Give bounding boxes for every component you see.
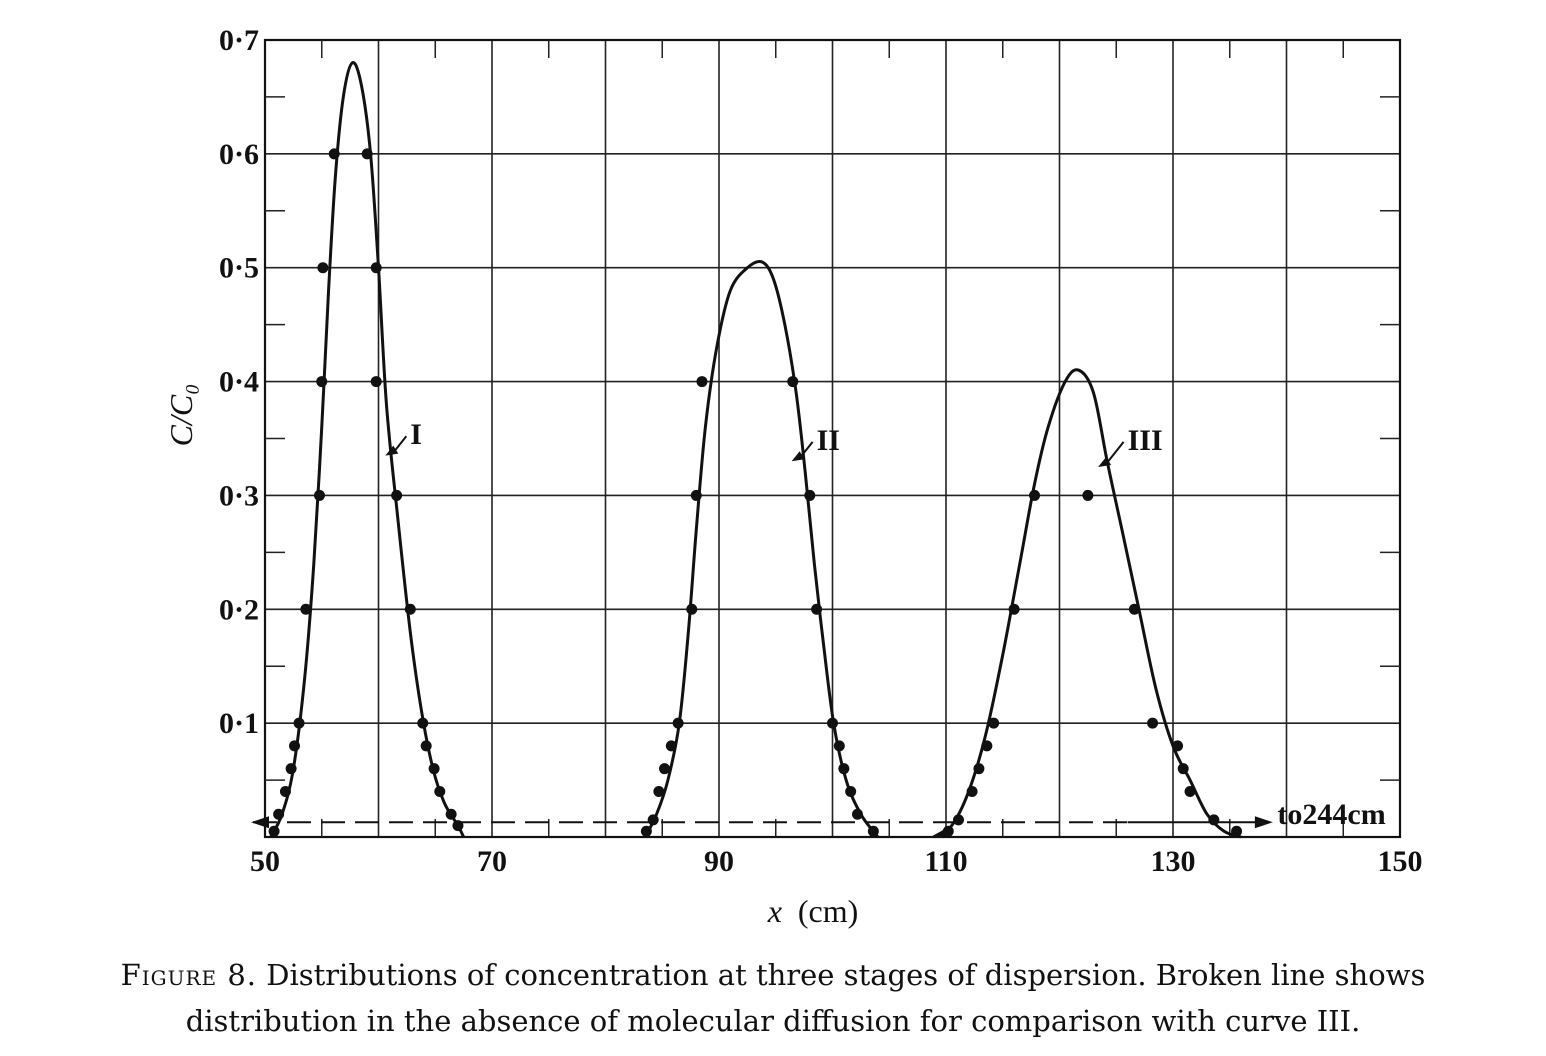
data-point-II [811, 603, 823, 615]
data-point-I [361, 148, 373, 160]
data-point-II [787, 376, 799, 388]
data-point-II [804, 489, 816, 501]
data-point-I [452, 820, 464, 832]
curve-label-II: II [817, 424, 840, 457]
reference-line-label: to244cm [1277, 798, 1385, 831]
curve-pointer-head-II [791, 451, 805, 462]
reference-arrow-right [1254, 816, 1273, 829]
data-point-I [300, 603, 312, 615]
data-point-I [404, 603, 416, 615]
x-tick-label: 70 [477, 845, 507, 878]
grid-lines [265, 40, 1400, 837]
data-point-I [370, 376, 382, 388]
data-point-III [1172, 740, 1184, 752]
data-point-I [289, 740, 301, 752]
x-axis-label: x (cm) [767, 893, 859, 929]
data-point-III [1208, 814, 1220, 826]
data-point-I [285, 763, 297, 775]
curve-pointer-head-I [385, 445, 399, 456]
y-tick-label: 0·7 [219, 24, 259, 57]
data-point-III [1184, 785, 1196, 797]
x-tick-label: 50 [250, 845, 280, 878]
data-point-III [1029, 489, 1041, 501]
data-point-I [391, 489, 403, 501]
y-tick-labels: 0·1 0·2 0·3 0·4 0·5 0·6 0·7 [219, 24, 259, 740]
data-point-III [1231, 825, 1243, 837]
figure-caption-text: Distributions of concentration at three … [185, 958, 1426, 1038]
data-point-II [845, 785, 857, 797]
data-point-I [445, 808, 457, 820]
data-point-I [420, 740, 432, 752]
curve-label-III: III [1128, 424, 1163, 457]
curve-II [643, 259, 880, 838]
data-point-II [672, 717, 684, 729]
data-point-III [966, 785, 978, 797]
data-point-I [428, 763, 440, 775]
x-tick-labels: 50 70 90 110 130 150 [250, 845, 1423, 878]
data-point-II [838, 763, 850, 775]
data-point-II [851, 808, 863, 820]
data-point-I [317, 262, 329, 274]
data-point-III [981, 740, 993, 752]
data-point-III [942, 825, 954, 837]
data-point-II [686, 603, 698, 615]
data-point-I [293, 717, 305, 729]
curve-labels-group: I II III [385, 418, 1163, 467]
data-point-I [328, 148, 340, 160]
curve-pointer-III [1105, 441, 1125, 465]
data-point-III [1177, 763, 1189, 775]
curve-pointer-head-III [1098, 456, 1112, 467]
x-tick-label: 130 [1151, 845, 1196, 878]
x-tick-label: 150 [1378, 845, 1423, 878]
data-point-I [417, 717, 429, 729]
figure-caption-label: Figure 8. [120, 958, 257, 992]
data-point-I [434, 785, 446, 797]
data-point-I [370, 262, 382, 274]
points-group [268, 148, 1243, 837]
data-point-II [653, 785, 665, 797]
data-point-I [313, 489, 325, 501]
figure-caption: Figure 8. Distributions of concentration… [40, 952, 1506, 1044]
data-point-II [640, 825, 652, 837]
curve-I [269, 61, 465, 838]
data-point-II [827, 717, 838, 729]
reference-line-group: to244cm [251, 798, 1386, 837]
x-tick-label: 90 [704, 845, 734, 878]
data-point-III [952, 814, 964, 826]
data-point-III [973, 763, 985, 775]
data-point-I [268, 825, 280, 837]
data-point-I [316, 376, 328, 388]
data-point-II [647, 814, 659, 826]
reference-arrow-left [251, 816, 269, 829]
data-point-III [1147, 717, 1159, 729]
y-tick-label: 0·4 [219, 366, 259, 399]
data-point-II [833, 740, 845, 752]
data-point-III [1082, 489, 1094, 501]
x-axis-variable: x [767, 893, 782, 929]
data-point-III [1128, 603, 1140, 615]
data-point-III [988, 717, 1000, 729]
x-axis-unit: (cm) [798, 893, 858, 929]
y-tick-label: 0·5 [219, 252, 259, 285]
y-tick-label: 0·1 [219, 707, 259, 740]
y-tick-label: 0·3 [219, 479, 259, 512]
data-point-I [273, 808, 285, 820]
data-point-II [659, 763, 671, 775]
data-point-I [279, 785, 291, 797]
curve-label-I: I [410, 418, 422, 451]
y-tick-label: 0·6 [219, 138, 259, 171]
data-point-III [1008, 603, 1020, 615]
y-tick-label: 0·2 [219, 593, 259, 626]
y-axis-label: C/C₀ [163, 384, 199, 447]
minor-ticks [265, 40, 1400, 837]
data-point-II [690, 489, 702, 501]
data-point-II [696, 376, 708, 388]
data-point-II [867, 825, 879, 837]
data-point-II [665, 740, 677, 752]
x-tick-label: 110 [924, 845, 967, 878]
